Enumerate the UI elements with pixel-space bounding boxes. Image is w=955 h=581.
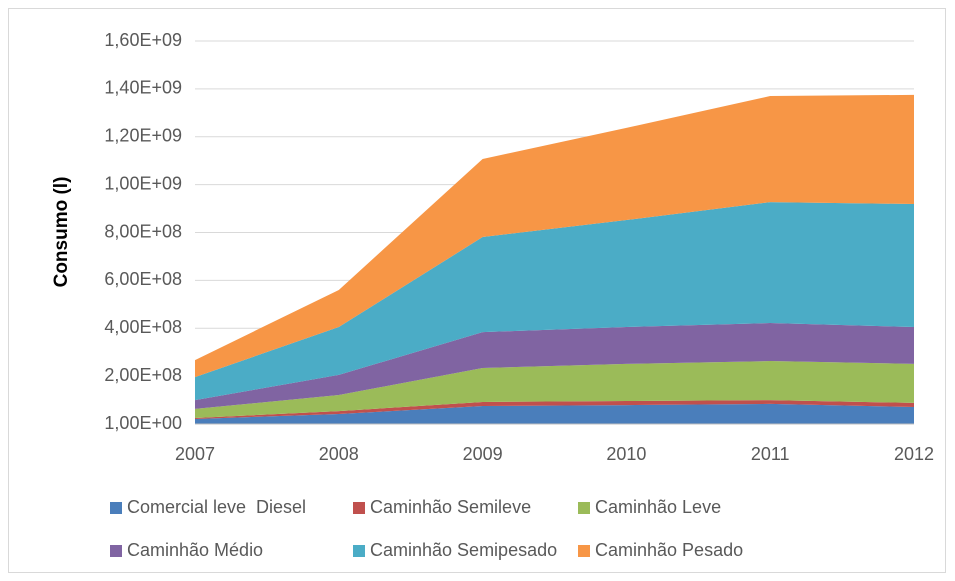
legend-label: Caminhão Pesado — [595, 540, 743, 560]
legend-swatch — [110, 545, 122, 557]
area — [195, 403, 914, 424]
y-tick-label: 6,00E+08 — [104, 269, 182, 289]
legend-label: Caminhão Leve — [595, 497, 721, 517]
y-tick-label: 1,40E+09 — [104, 78, 182, 98]
legend-swatch — [110, 502, 122, 514]
x-tick-label: 2008 — [319, 444, 359, 464]
legend-swatch — [353, 545, 365, 557]
y-tick-label: 1,20E+09 — [104, 126, 182, 146]
legend-label: Comercial leve Diesel — [127, 497, 306, 517]
area — [195, 202, 914, 401]
x-tick-label: 2007 — [175, 444, 215, 464]
x-tick-label: 2012 — [894, 444, 934, 464]
legend-label: Caminhão Semileve — [370, 497, 531, 517]
legend-label: Caminhão Médio — [127, 540, 263, 560]
area — [195, 400, 914, 419]
area — [195, 361, 914, 419]
y-tick-label: 4,00E+08 — [104, 317, 182, 337]
legend-swatch — [578, 502, 590, 514]
x-tick-label: 2010 — [606, 444, 646, 464]
y-tick-label: 8,00E+08 — [104, 221, 182, 241]
y-axis-label: Consumo (l) — [51, 177, 72, 288]
y-tick-label: 1,60E+09 — [104, 30, 182, 50]
area — [195, 322, 914, 409]
legend-swatch — [353, 502, 365, 514]
legend-label: Caminhão Semipesado — [370, 540, 557, 560]
x-tick-label: 2009 — [463, 444, 503, 464]
y-tick-label: 1,00E+09 — [104, 173, 182, 193]
y-tick-label: 2,00E+08 — [104, 365, 182, 385]
legend-swatch — [578, 545, 590, 557]
x-tick-label: 2011 — [751, 444, 790, 464]
area — [195, 94, 914, 378]
y-tick-label: 1,00E+00 — [104, 413, 182, 433]
